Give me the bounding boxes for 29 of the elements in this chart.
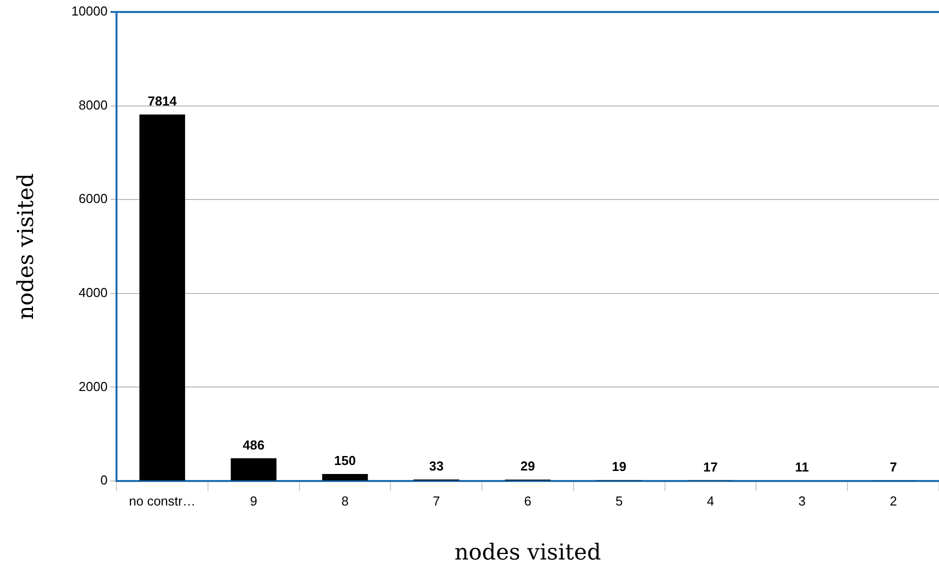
data-label: 19 xyxy=(612,459,626,474)
y-tick-label: 10000 xyxy=(71,4,108,19)
x-tick-label: 7 xyxy=(432,493,440,508)
data-label: 29 xyxy=(520,458,536,474)
data-label: 17 xyxy=(703,459,718,474)
bar xyxy=(139,114,186,480)
x-tick-label: 5 xyxy=(616,493,623,508)
y-tick-label: 6000 xyxy=(78,191,108,206)
data-label: 150 xyxy=(334,453,356,468)
data-label: 7 xyxy=(890,460,897,475)
x-tick-label: 9 xyxy=(250,493,258,508)
x-tick-label: no constr… xyxy=(129,493,196,508)
bar xyxy=(230,458,276,480)
x-axis-title: nodes visited xyxy=(454,540,602,566)
y-tick-label: 2000 xyxy=(78,378,108,394)
y-axis-title: nodes visited xyxy=(14,173,39,320)
data-label: 33 xyxy=(429,458,444,474)
y-tick-label: 0 xyxy=(100,472,108,488)
data-label: 11 xyxy=(795,460,809,475)
bar xyxy=(322,474,368,480)
data-label: 486 xyxy=(242,437,264,452)
x-tick-label: 6 xyxy=(524,493,532,508)
x-tick-label: 3 xyxy=(798,493,806,508)
x-tick-label: 2 xyxy=(890,493,897,508)
x-tick-label: 8 xyxy=(341,493,349,508)
y-tick-label: 4000 xyxy=(78,284,108,300)
y-tick-label: 8000 xyxy=(78,97,108,112)
x-tick-label: 4 xyxy=(706,493,714,508)
data-label: 7814 xyxy=(148,94,178,109)
